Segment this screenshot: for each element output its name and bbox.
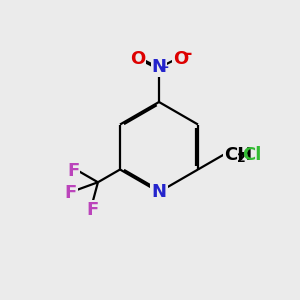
Text: O: O: [130, 50, 145, 68]
Text: +: +: [159, 61, 170, 74]
Text: -: -: [185, 45, 193, 63]
Text: N: N: [152, 58, 166, 76]
Text: O: O: [173, 50, 188, 68]
Text: CH: CH: [224, 146, 252, 164]
Text: Cl: Cl: [242, 146, 261, 164]
Text: F: F: [86, 201, 98, 219]
Text: 2: 2: [237, 152, 246, 165]
Text: F: F: [65, 184, 77, 202]
Text: N: N: [152, 183, 166, 201]
Text: F: F: [67, 162, 79, 180]
